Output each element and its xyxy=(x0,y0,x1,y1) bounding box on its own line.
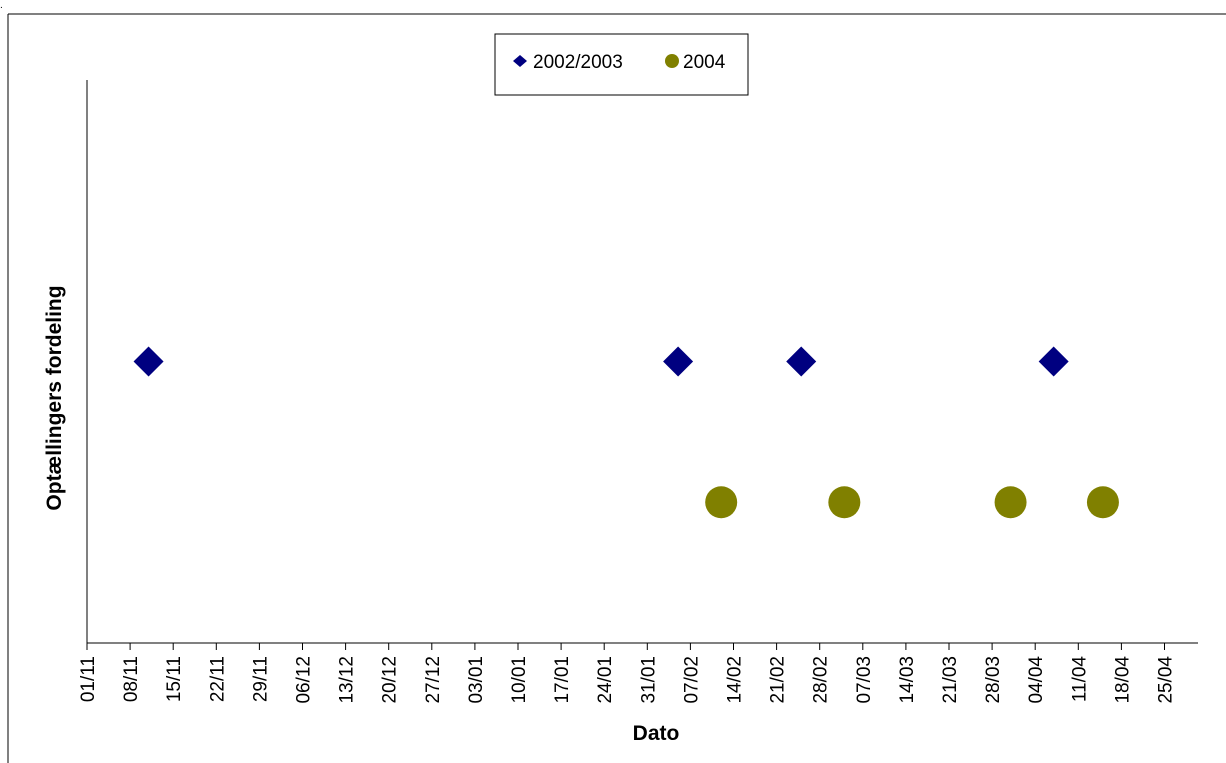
legend: 2002/2003 2004 xyxy=(494,33,749,96)
corner-mark: . xyxy=(0,0,3,11)
x-axis-tick-labels: 01/11 08/11 15/11 22/11 29/11 06/12 13/12 20/12… xyxy=(78,656,1177,704)
x-tick-label: 14/02 xyxy=(725,656,746,704)
x-tick-label: 21/03 xyxy=(940,656,961,704)
x-tick-label: 28/02 xyxy=(811,656,832,704)
x-tick-label: 18/04 xyxy=(1112,656,1133,704)
data-point-diamond xyxy=(1038,346,1069,377)
x-tick-label: 07/02 xyxy=(681,656,702,704)
x-tick-label: 22/11 xyxy=(207,656,228,702)
x-tick-label: 08/11 xyxy=(121,656,142,702)
x-tick-label: 11/04 xyxy=(1069,656,1090,703)
x-tick-label: 06/12 xyxy=(294,656,315,704)
x-tick-label: 29/11 xyxy=(250,656,271,702)
x-tick-label: 28/03 xyxy=(983,656,1004,704)
data-point-circle xyxy=(994,486,1027,519)
x-tick-label: 04/04 xyxy=(1026,656,1047,704)
x-tick-label: 10/01 xyxy=(509,656,530,704)
legend-label-2004: 2004 xyxy=(683,52,726,73)
x-tick-label: 14/03 xyxy=(897,656,918,704)
x-tick-label: 07/03 xyxy=(854,656,875,704)
legend-box xyxy=(494,33,749,96)
x-tick-label: 24/01 xyxy=(595,656,616,704)
x-tick-label: 31/01 xyxy=(638,656,659,704)
data-point-diamond xyxy=(663,346,694,377)
x-tick-label: 25/04 xyxy=(1156,656,1177,704)
x-tick-label: 21/02 xyxy=(768,656,789,704)
data-markers xyxy=(133,346,1119,519)
data-point-diamond xyxy=(786,346,817,377)
y-axis-title: Optællingers fordeling xyxy=(43,285,66,510)
x-tick-label: 27/12 xyxy=(423,656,444,704)
x-tick-label: 03/01 xyxy=(466,656,487,704)
x-tick-label: 13/12 xyxy=(337,656,358,704)
legend-diamond-marker xyxy=(513,55,527,67)
x-tick-label: 17/01 xyxy=(552,656,573,704)
data-point-circle xyxy=(1086,486,1119,519)
x-axis-ticks xyxy=(86,643,1165,650)
x-tick-label: 01/11 xyxy=(78,656,99,702)
x-axis-title: Dato xyxy=(633,722,680,745)
data-point-diamond xyxy=(133,346,164,377)
x-tick-label: 15/11 xyxy=(164,656,185,702)
legend-circle-marker xyxy=(665,54,679,68)
data-point-circle xyxy=(705,486,738,519)
legend-label-2002-2003: 2002/2003 xyxy=(533,52,623,73)
x-tick-label: 20/12 xyxy=(380,656,401,704)
data-point-circle xyxy=(828,486,861,519)
